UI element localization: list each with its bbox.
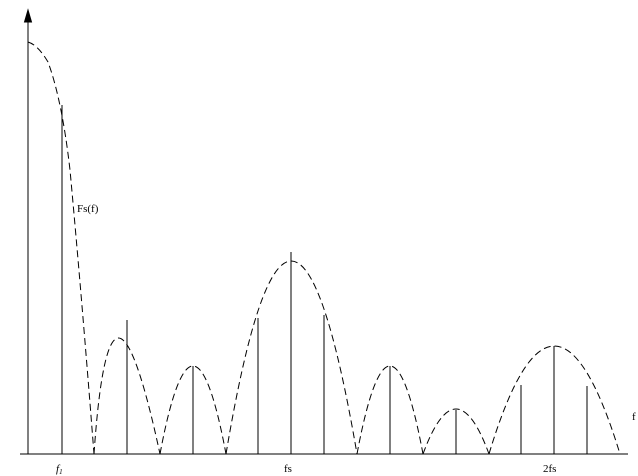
tick-label-f1-main: f [56,463,61,475]
envelope-lobe-6 [488,345,621,455]
envelope-main-lobe [27,41,95,455]
envelope-lobe-4 [356,365,424,455]
tick-label-f1-sub: 1 [59,468,63,476]
tick-label-fs: fs [284,463,292,475]
envelope-lobe-1 [93,337,161,455]
spectral-lines [61,105,588,454]
tick-label-2fs: 2fs [543,463,556,475]
y-axis-arrow [23,8,33,23]
curve-label: Fs(f) [77,203,99,215]
envelope-lobe-2 [159,365,227,455]
tick-label-f1: f1 [56,463,63,476]
envelope-lobe-5 [422,408,490,455]
axis-label-f: f [632,411,636,423]
